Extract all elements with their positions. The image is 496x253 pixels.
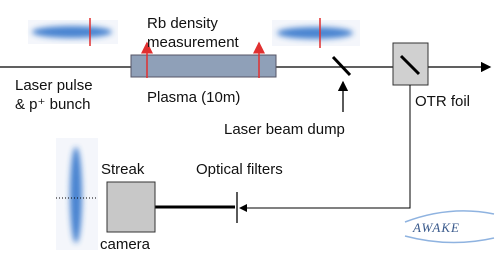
label: OTR foil: [415, 93, 470, 110]
bunch-image: [272, 18, 360, 48]
diagram: AWAKE Rb density measurement Laser pulse…: [0, 0, 496, 253]
label: Optical filters: [196, 161, 283, 178]
label: measurement: [147, 34, 240, 51]
label: Laser beam dump: [224, 121, 345, 138]
streak-image: [56, 138, 98, 250]
streak-camera: [107, 182, 155, 232]
logo-swoosh: [405, 236, 494, 243]
label: camera: [100, 236, 151, 253]
mirror: [333, 57, 350, 75]
label: Streak: [101, 161, 145, 178]
label: Laser pulse: [15, 77, 93, 94]
label: Rb density: [147, 15, 218, 32]
light-path: [240, 85, 410, 208]
logo: AWAKE: [412, 220, 460, 235]
plasma-cell: [131, 55, 276, 77]
label: Plasma (10m): [147, 89, 240, 106]
label: & p⁺ bunch: [15, 96, 90, 113]
bunch-image: [28, 18, 118, 46]
